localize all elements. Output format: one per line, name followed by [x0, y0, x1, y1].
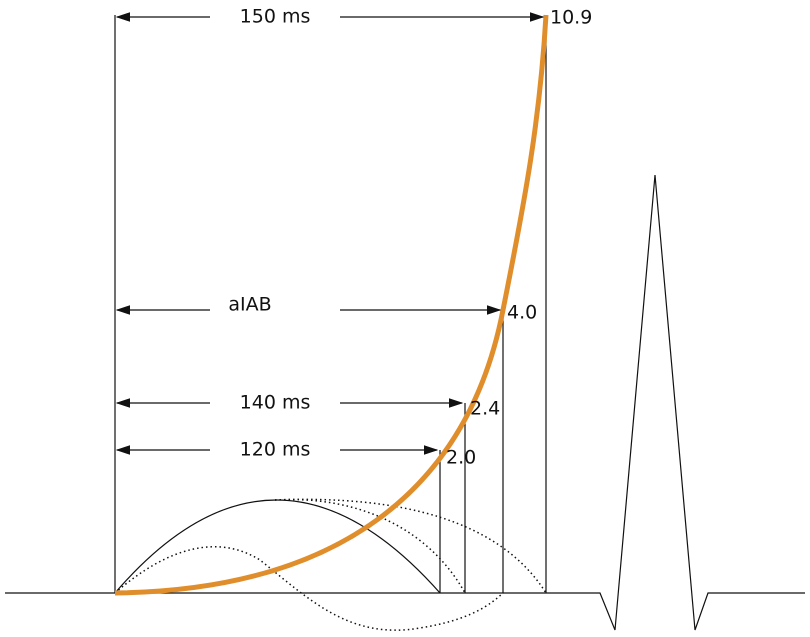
value-label: 2.0 — [446, 447, 476, 469]
p-wave — [114, 499, 441, 594]
interval-label: 140 ms — [240, 392, 311, 414]
value-label: 4.0 — [507, 302, 537, 324]
p-wave-dotted — [274, 498, 547, 594]
p-wave-dotted — [114, 545, 504, 631]
ecg-baseline — [5, 174, 805, 631]
interval-label: aIAB — [228, 294, 271, 316]
value-label: 10.9 — [550, 7, 592, 29]
interval-label: 120 ms — [240, 439, 311, 461]
p-wave-dotted — [274, 498, 466, 594]
interval-label: 150 ms — [240, 6, 311, 28]
arrows — [115, 12, 545, 455]
value-label: 2.4 — [470, 398, 500, 420]
risk-curve — [114, 14, 549, 596]
